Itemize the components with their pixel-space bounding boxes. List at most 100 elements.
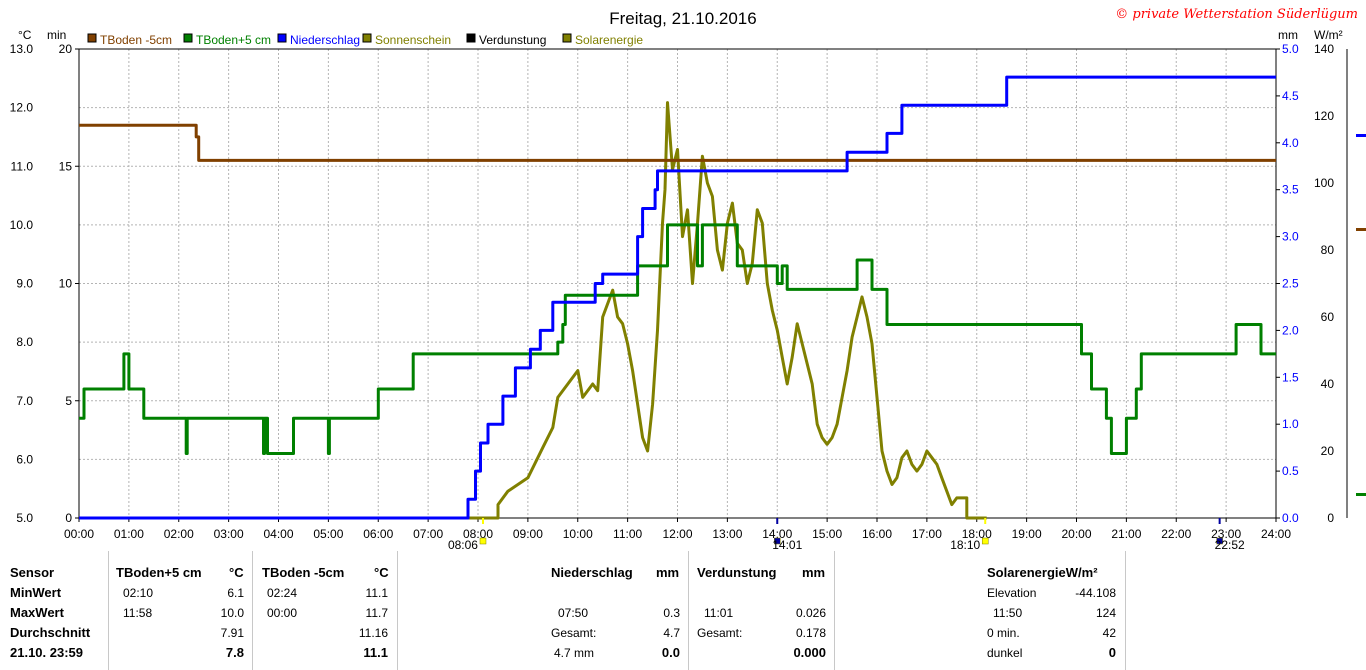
unit-wm2: W/m² [1314,28,1343,42]
evap-max: 0.026 [795,606,826,620]
time-tick-label: 24:00 [1261,527,1291,541]
rain-last: 0.0 [661,645,680,660]
m5-min: 11.1 [365,586,388,600]
legend-swatch [562,33,572,43]
time-tick-label: 15:00 [812,527,842,541]
table-divider [397,551,398,670]
legend-swatch [87,33,97,43]
axis-ticks: 5.0 6.0 7.0 8.0 9.0 10.0 11.0 12.0 13.0 0 5 10 15 20 0… [10,42,1348,541]
legend-swatch [362,33,372,43]
m5-max: 11.7 [365,606,388,620]
time-tick-label: 18:00 [962,527,992,541]
series-tboden-5cm [79,123,1276,162]
time-tick-label: 12:00 [662,527,692,541]
celsius-tick-label: 6.0 [16,452,33,466]
side-marker-blue [1356,134,1366,137]
row-label-min: MinWert [10,585,62,600]
marker-label: 08:06 [448,538,478,551]
side-markers [1356,134,1366,496]
mm-tick-label: 0.5 [1282,464,1299,478]
rain-max-time: 07:50 [558,606,589,620]
marker-label: 14:01 [772,538,802,551]
mm-tick-label: 5.0 [1282,42,1299,56]
time-tick-label: 19:00 [1012,527,1042,541]
time-tick-label: 01:00 [114,527,144,541]
time-tick-label: 07:00 [413,527,443,541]
series-niederschlag [79,75,1276,520]
legend-label: TBoden -5cm [100,33,172,47]
chart-title: Freitag, 21.10.2016 [609,9,756,28]
legend-label: Sonnenschein [375,33,451,47]
legend-swatch [466,33,476,43]
evap-total: 0.178 [795,626,826,640]
header-tboden-p5-unit: °C [229,565,244,580]
stats-table: Sensor MinWert MaxWert Durchschnitt 21.1… [0,551,1366,670]
celsius-tick-label: 13.0 [10,42,34,56]
mm-tick-label: 0.0 [1282,511,1299,525]
series-group [79,75,1276,520]
copyright-label: © private Wetterstation Süderlügum [1115,7,1358,22]
legend-swatch [183,33,193,43]
time-tick-label: 22:00 [1161,527,1191,541]
header-niederschlag: Niederschlag [551,565,633,580]
min-tick-label: 20 [59,42,73,56]
p5-max: 10.0 [220,606,244,620]
time-tick-label: 02:00 [164,527,194,541]
wm2-tick-label: 20 [1321,444,1335,458]
table-divider [1125,551,1126,670]
unit-mm: mm [1278,28,1298,42]
celsius-tick-label: 5.0 [16,511,33,525]
wm2-tick-label: 120 [1314,109,1334,123]
solar-elevation-label: Elevation [987,586,1037,600]
time-tick-label: 04:00 [263,527,293,541]
marker-label: 22:52 [1215,538,1245,551]
solar-dark-label: dunkel [987,646,1023,660]
p5-min: 6.1 [227,586,244,600]
time-tick-label: 05:00 [313,527,343,541]
marker-icon [774,537,781,545]
mm-tick-label: 1.5 [1282,370,1299,384]
row-label-last: 21.10. 23:59 [10,645,84,660]
wm2-tick-label: 100 [1314,176,1334,190]
celsius-tick-label: 12.0 [10,101,34,115]
solar-zero: 42 [1102,626,1116,640]
p5-last: 7.8 [225,645,244,660]
time-tick-label: 17:00 [912,527,942,541]
wm2-tick-label: 60 [1321,310,1335,324]
time-tick-label: 11:00 [613,527,642,541]
row-label-avg: Durchschnitt [10,625,91,640]
time-tick-label: 21:00 [1111,527,1141,541]
time-tick-label: 10:00 [563,527,593,541]
header-tboden-m5-unit: °C [374,565,389,580]
rain-total-label: Gesamt: [551,626,597,640]
header-tboden-m5: TBoden -5cm [262,565,345,580]
unit-min: min [47,28,66,42]
legend-label: TBoden+5 cm [196,33,271,47]
header-verdunstung: Verdunstung [697,565,777,580]
unit-celsius: °C [18,28,32,42]
side-marker-green [1356,493,1366,496]
mm-tick-label: 4.0 [1282,136,1299,150]
legend-swatch [277,33,287,43]
mm-tick-label: 3.5 [1282,183,1299,197]
solar-dark: 0 [1108,645,1116,660]
mm-tick-label: 3.0 [1282,230,1299,244]
solar-max-time: 11:50 [993,606,1023,620]
time-tick-label: 16:00 [862,527,892,541]
wm2-tick-label: 140 [1314,42,1334,56]
time-markers: 08:06 14:01 18:10 22:52 [448,518,1245,551]
table-divider [834,551,835,670]
header-verdunstung-unit: mm [802,565,826,580]
header-niederschlag-unit: mm [656,565,680,580]
evap-max-time: 11:01 [704,606,734,620]
table-divider [252,551,253,670]
time-tick-label: 00:00 [64,527,94,541]
time-tick-label: 09:00 [513,527,543,541]
mm-tick-label: 1.0 [1282,417,1299,431]
p5-avg: 7.91 [220,626,244,640]
min-tick-label: 0 [65,511,72,525]
min-tick-label: 5 [65,394,72,408]
m5-max-time: 00:00 [267,606,298,620]
header-tboden-p5: TBoden+5 cm [116,565,202,580]
time-tick-label: 23:00 [1211,527,1241,541]
